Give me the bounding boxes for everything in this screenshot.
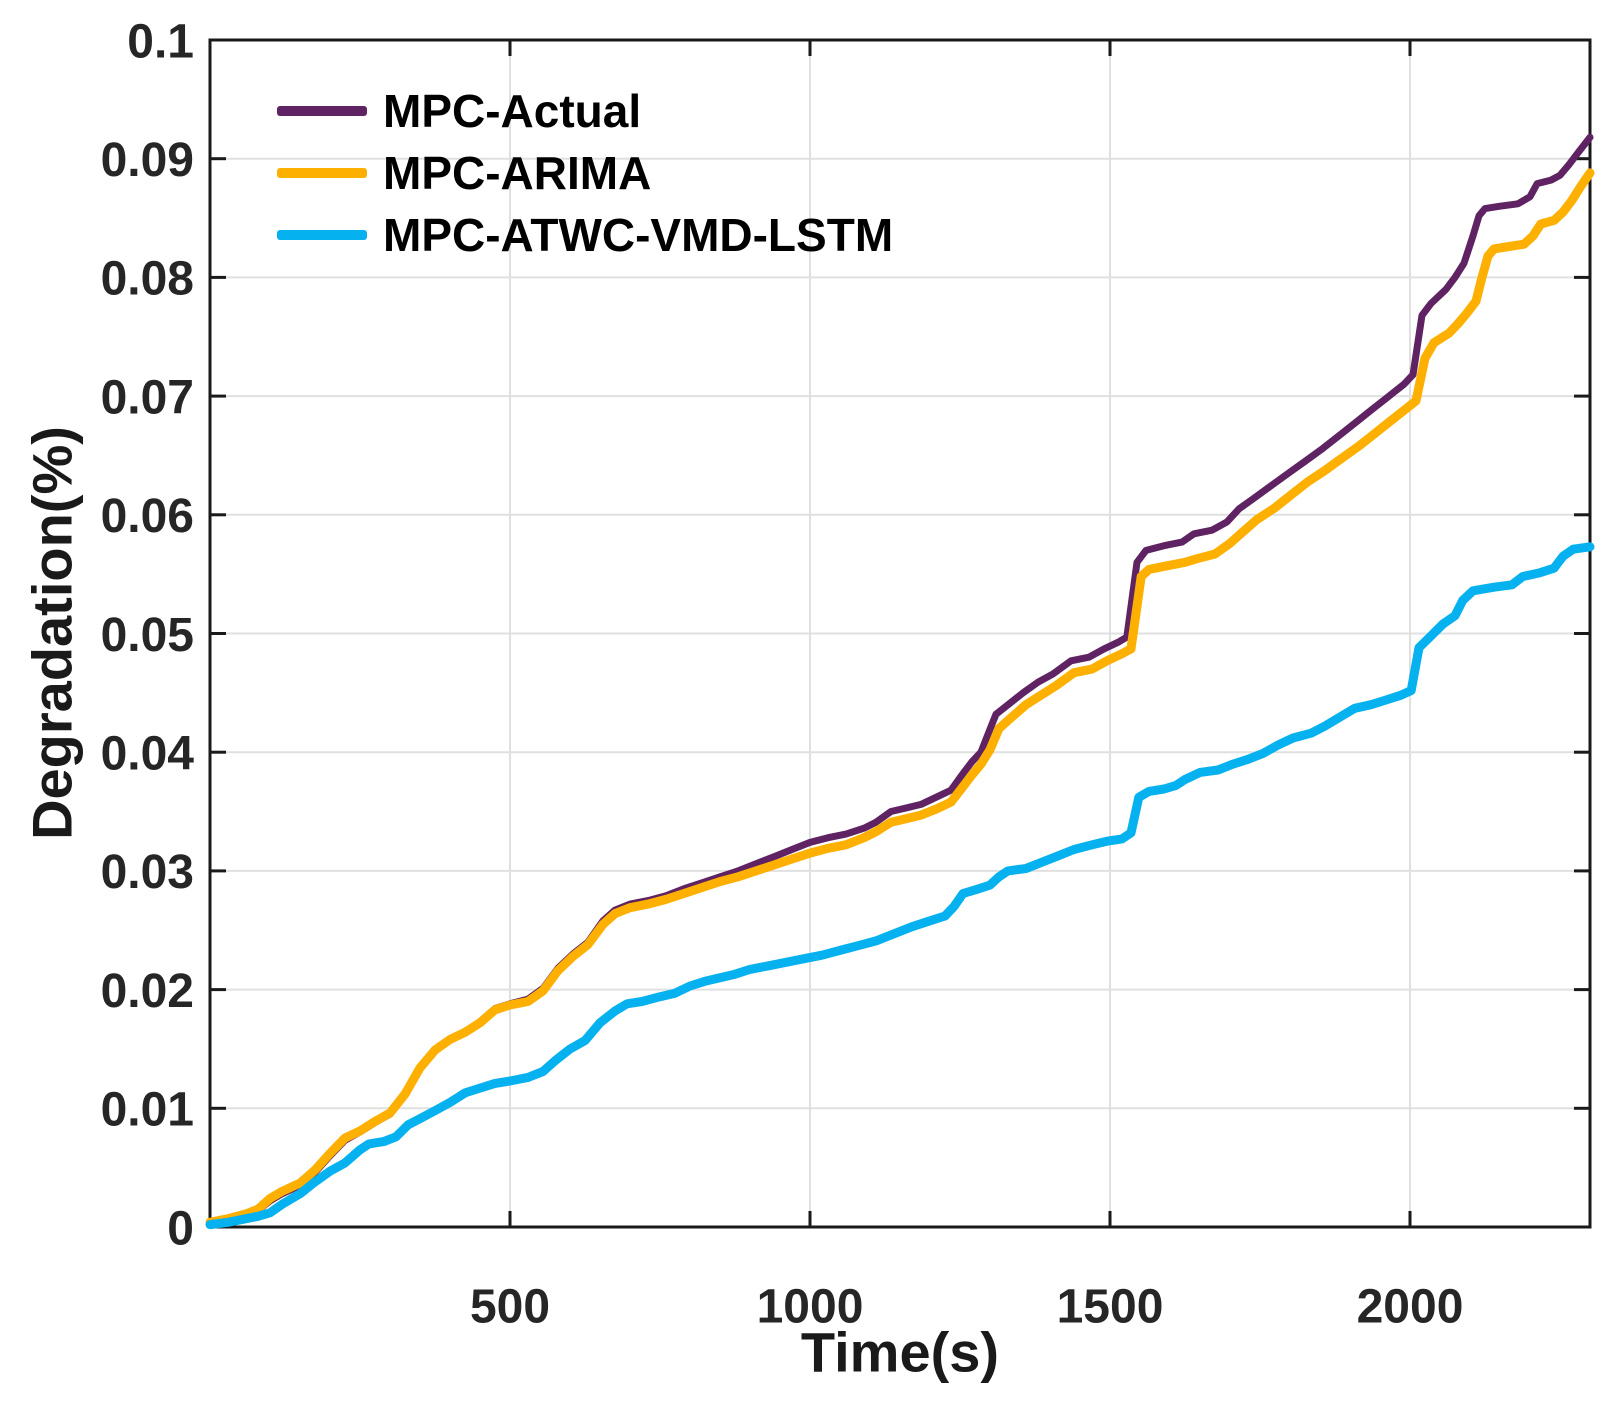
x-tick-label-1000: 1000 — [757, 1281, 864, 1334]
legend-item-mpc-actual: MPC-Actual — [277, 80, 893, 142]
x-tick-label-500: 500 — [470, 1281, 550, 1334]
x-axis-label: Time(s) — [800, 1320, 1000, 1384]
legend-label-mpc-actual: MPC-Actual — [383, 85, 642, 137]
y-tick-label-0.07: 0.07 — [101, 371, 194, 424]
mpc-arima-line-swatch-icon — [277, 168, 367, 178]
y-tick-label-0: 0 — [167, 1202, 194, 1255]
axes-box — [208, 38, 1592, 1229]
y-tick-label-0.02: 0.02 — [101, 965, 194, 1018]
y-tick-label-0.04: 0.04 — [101, 727, 195, 780]
x-tick-label-2000: 2000 — [1357, 1281, 1464, 1334]
y-tick-label-0.1: 0.1 — [127, 15, 194, 68]
y-tick-label-0.08: 0.08 — [101, 253, 194, 306]
series-line-mpc-actual — [206, 133, 1594, 1227]
y-tick-label-0.09: 0.09 — [101, 134, 194, 187]
series-line-mpc-atwc-vmd-lstm — [205, 542, 1595, 1230]
legend-item-mpc-arima: MPC-ARIMA — [277, 142, 893, 204]
legend-item-mpc-atwc-vmd-lstm: MPC-ATWC-VMD-LSTM — [277, 204, 893, 266]
y-tick-label-0.03: 0.03 — [101, 846, 194, 899]
y-tick-label-0.06: 0.06 — [101, 490, 194, 543]
y-axis-label: Degradation(%) — [20, 426, 84, 840]
legend-label-mpc-atwc-vmd-lstm: MPC-ATWC-VMD-LSTM — [383, 209, 894, 261]
legend-label-mpc-arima: MPC-ARIMA — [383, 147, 652, 199]
series-line-mpc-arima — [205, 168, 1595, 1227]
mpc-atwc-vmd-lstm-line-swatch-icon — [277, 230, 367, 240]
x-tick-label-1500: 1500 — [1057, 1281, 1164, 1334]
y-tick-label-0.05: 0.05 — [101, 609, 194, 662]
legend: MPC-Actual MPC-ARIMA MPC-ATWC-VMD-LSTM — [277, 80, 893, 266]
y-tick-label-0.01: 0.01 — [101, 1084, 194, 1137]
mpc-actual-line-swatch-icon — [277, 106, 367, 116]
